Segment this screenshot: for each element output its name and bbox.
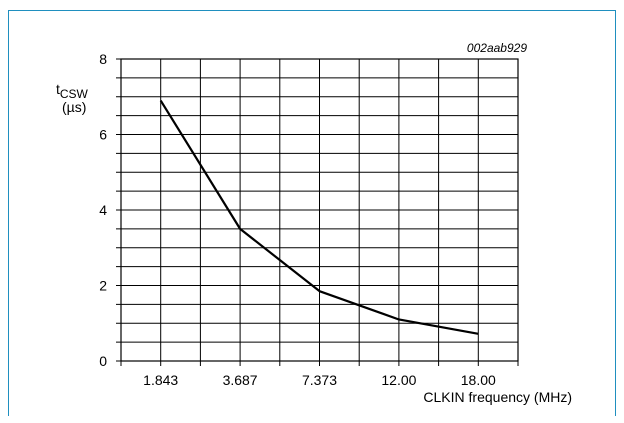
x-tick-label: 7.373 (302, 372, 337, 388)
x-tick-label: 3.687 (223, 372, 258, 388)
x-axis-label: CLKIN frequency (MHz) (423, 389, 572, 405)
x-tick-label: 1.843 (143, 372, 178, 388)
chart-labels: 0 2 4 6 8 1.843 3.687 7.373 12.00 18.00 (99, 51, 496, 388)
figure-frame (8, 10, 616, 416)
y-tick-label: 8 (99, 51, 107, 67)
y-axis-unit: (µs) (62, 99, 86, 115)
chart-axes (116, 58, 519, 366)
y-tick-label: 0 (99, 353, 107, 369)
y-tick-label: 2 (99, 278, 107, 294)
y-tick-label: 6 (99, 127, 107, 143)
y-tick-label: 4 (99, 202, 107, 218)
chart-series (159, 99, 479, 335)
x-tick-label: 18.00 (461, 372, 496, 388)
x-tick-label: 12.00 (381, 372, 416, 388)
y-axis-label-main: t (56, 81, 60, 97)
figure-code: 002aab929 (467, 41, 527, 55)
y-axis-label: tCSW (56, 81, 89, 101)
y-axis-label-subscript: CSW (60, 87, 89, 101)
chart-grid (120, 58, 519, 362)
